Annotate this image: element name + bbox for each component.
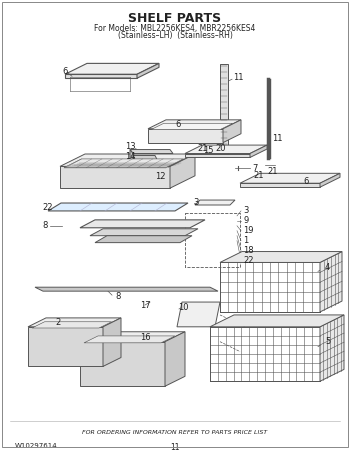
Text: 11: 11	[272, 134, 282, 143]
Text: 21: 21	[253, 171, 264, 180]
Polygon shape	[28, 327, 103, 366]
Polygon shape	[151, 123, 233, 130]
Polygon shape	[240, 183, 320, 187]
Polygon shape	[64, 159, 183, 168]
Text: 17: 17	[140, 300, 150, 309]
Text: 13: 13	[125, 142, 136, 151]
Polygon shape	[223, 120, 241, 143]
Text: 8: 8	[42, 222, 47, 230]
Polygon shape	[177, 302, 220, 327]
Text: 7: 7	[252, 164, 257, 173]
Text: 10: 10	[178, 303, 189, 312]
Polygon shape	[130, 149, 173, 154]
Polygon shape	[80, 342, 165, 386]
Polygon shape	[80, 332, 185, 342]
Text: 6: 6	[175, 120, 180, 129]
Text: 2: 2	[55, 318, 60, 328]
Polygon shape	[210, 315, 344, 327]
Text: 14: 14	[125, 152, 135, 161]
Polygon shape	[195, 200, 235, 205]
Polygon shape	[84, 336, 175, 343]
Text: 18: 18	[243, 246, 254, 255]
Bar	[220, 64, 228, 154]
Text: 19: 19	[243, 226, 253, 235]
Text: 1: 1	[243, 236, 248, 245]
Polygon shape	[28, 318, 121, 327]
Polygon shape	[130, 149, 133, 164]
Text: FOR ORDERING INFORMATION REFER TO PARTS PRICE LIST: FOR ORDERING INFORMATION REFER TO PARTS …	[82, 430, 268, 435]
Text: 4: 4	[325, 263, 330, 272]
Polygon shape	[95, 236, 192, 243]
Text: 9: 9	[243, 217, 248, 225]
Text: 22: 22	[42, 203, 52, 212]
Polygon shape	[137, 63, 159, 78]
Polygon shape	[320, 173, 340, 187]
Polygon shape	[250, 145, 267, 158]
Text: 11: 11	[170, 443, 180, 452]
Polygon shape	[148, 120, 241, 129]
Text: 6: 6	[303, 177, 308, 186]
Text: W10297614: W10297614	[15, 443, 58, 448]
Polygon shape	[65, 74, 137, 78]
Polygon shape	[32, 322, 112, 328]
Text: 3: 3	[193, 198, 198, 207]
Polygon shape	[90, 229, 198, 236]
Polygon shape	[220, 251, 342, 262]
Text: 3: 3	[243, 207, 248, 216]
Polygon shape	[48, 203, 188, 211]
Polygon shape	[133, 155, 157, 159]
Polygon shape	[103, 318, 121, 366]
Polygon shape	[185, 145, 267, 154]
Polygon shape	[80, 220, 205, 228]
Polygon shape	[35, 287, 218, 291]
Text: 5: 5	[325, 337, 330, 346]
Text: (Stainless–LH)  (Stainless–RH): (Stainless–LH) (Stainless–RH)	[118, 31, 232, 40]
Text: 21: 21	[197, 144, 208, 153]
Polygon shape	[170, 154, 195, 188]
Text: 11: 11	[233, 73, 244, 82]
Text: 8: 8	[115, 292, 120, 301]
Polygon shape	[60, 154, 195, 166]
Polygon shape	[185, 154, 250, 158]
Polygon shape	[320, 251, 342, 312]
Polygon shape	[148, 129, 223, 143]
Text: 20: 20	[215, 144, 225, 153]
Polygon shape	[165, 332, 185, 386]
Text: 16: 16	[140, 333, 150, 342]
Text: 22: 22	[243, 256, 253, 265]
Polygon shape	[60, 166, 170, 188]
Text: 21: 21	[267, 167, 278, 176]
Polygon shape	[65, 63, 159, 74]
Polygon shape	[240, 173, 340, 183]
Text: 15: 15	[203, 146, 214, 155]
Text: 6: 6	[62, 67, 67, 76]
Text: SHELF PARTS: SHELF PARTS	[128, 12, 222, 25]
Polygon shape	[320, 315, 344, 381]
Text: 12: 12	[155, 172, 166, 181]
Text: For Models: MBL2256KES4, MBR2256KES4: For Models: MBL2256KES4, MBR2256KES4	[94, 24, 256, 33]
